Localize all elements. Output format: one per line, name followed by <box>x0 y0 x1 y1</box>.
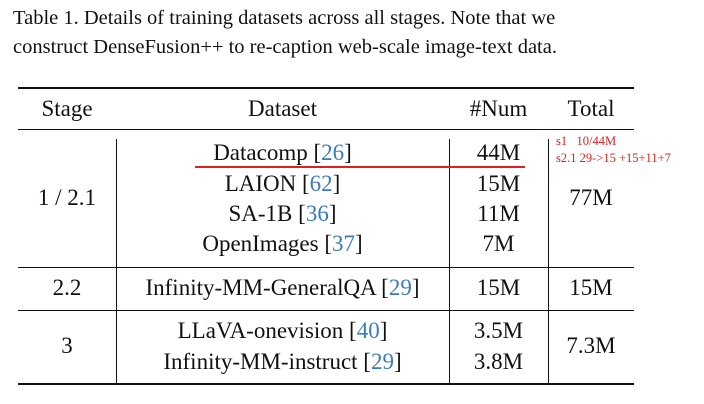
column-separator-stage <box>116 139 117 384</box>
dataset-name: OpenImages [ <box>202 231 332 256</box>
citation-bracket: ] <box>379 318 388 343</box>
stage-cell: 3 <box>61 333 73 358</box>
num-cell: 7M <box>482 231 515 256</box>
group-1-rule <box>18 267 634 268</box>
citation-bracket: ] <box>354 231 363 256</box>
num-cell: 15M <box>476 275 521 300</box>
citation-link[interactable]: 36 <box>305 201 329 226</box>
stage-cell: 1 / 2.1 <box>37 185 97 210</box>
annotation-line-1: s1 10/44M <box>556 134 617 148</box>
dataset-cell: LAION [62] <box>116 169 449 199</box>
dataset-cell: LLaVA-onevision [40] <box>116 316 449 346</box>
dataset-cell: Datacomp [26] <box>116 138 449 168</box>
citation-link[interactable]: 62 <box>309 171 333 196</box>
caption-line-2: construct DenseFusion++ to re-caption we… <box>13 36 557 58</box>
dataset-cell: Infinity-MM-instruct [29] <box>116 347 449 377</box>
citation-link[interactable]: 29 <box>388 275 412 300</box>
total-cell: 15M <box>569 275 613 300</box>
header-stage: Stage <box>41 96 93 121</box>
dataset-cell: SA-1B [36] <box>116 199 449 229</box>
table-caption: Table 1. Details of training datasets ac… <box>13 4 693 62</box>
dataset-name: Datacomp [ <box>213 140 322 165</box>
header-rule <box>18 129 634 130</box>
citation-link[interactable]: 40 <box>356 318 380 343</box>
num-cell: 15M <box>476 171 521 196</box>
num-cell: 3.5M <box>473 318 524 343</box>
total-cell: 77M <box>569 185 613 210</box>
header-total: Total <box>567 96 615 121</box>
dataset-name: Infinity-MM-instruct [ <box>163 349 371 374</box>
num-cell: 44M <box>476 140 521 165</box>
top-rule <box>18 87 634 89</box>
citation-bracket: ] <box>344 140 352 165</box>
header-num: #Num <box>469 96 528 121</box>
dataset-name: SA-1B [ <box>228 201 306 226</box>
citation-link[interactable]: 26 <box>321 140 345 165</box>
dataset-name: Infinity-MM-GeneralQA [ <box>145 275 389 300</box>
red-underline-annotation <box>195 166 525 168</box>
citation-bracket: ] <box>411 275 420 300</box>
header-dataset: Dataset <box>248 96 317 121</box>
dataset-name: LAION [ <box>224 171 310 196</box>
citation-link[interactable]: 29 <box>370 349 394 374</box>
bottom-rule <box>18 383 634 385</box>
num-cell: 11M <box>477 201 520 226</box>
column-separator-dataset <box>449 139 450 384</box>
annotation-line-2: s2.1 29->15 +15+11+7 <box>556 151 671 165</box>
citation-bracket: ] <box>328 201 337 226</box>
total-cell: 7.3M <box>566 333 616 358</box>
num-cell: 3.8M <box>473 349 524 374</box>
dataset-cell: Infinity-MM-GeneralQA [29] <box>116 273 449 303</box>
group-2-rule <box>18 310 634 311</box>
column-separator-num <box>548 139 549 384</box>
citation-bracket: ] <box>393 349 402 374</box>
citation-link[interactable]: 37 <box>331 231 355 256</box>
dataset-name: LLaVA-onevision [ <box>177 318 357 343</box>
caption-line-1: Table 1. Details of training datasets ac… <box>13 7 556 29</box>
citation-bracket: ] <box>332 171 341 196</box>
stage-cell: 2.2 <box>52 275 82 300</box>
dataset-cell: OpenImages [37] <box>116 229 449 259</box>
